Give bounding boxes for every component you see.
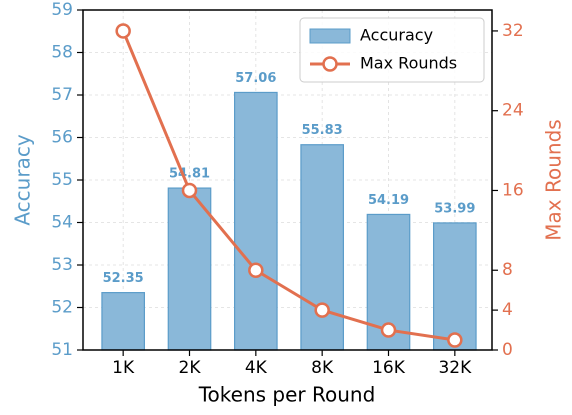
- data-label: 54.19: [368, 193, 409, 208]
- y-tick-label: 59: [51, 0, 73, 20]
- marker: [115, 23, 131, 39]
- y-tick-label: 54: [51, 213, 73, 233]
- y2-tick-label: 8: [502, 260, 513, 280]
- y2-tick-label: 32: [502, 21, 524, 41]
- legend-swatch: [309, 28, 351, 44]
- marker: [380, 322, 397, 338]
- x-tick-label: 16K: [372, 358, 406, 378]
- line: [121, 30, 456, 342]
- marker: [314, 302, 330, 318]
- bar: [433, 222, 477, 351]
- y-axis-label: Accuracy: [11, 134, 35, 225]
- x-tick-label: 1K: [112, 358, 135, 378]
- data-label: 52.35: [103, 271, 144, 286]
- y-tick-label: 57: [51, 85, 73, 105]
- x-tick-label: 4K: [245, 358, 268, 378]
- x-axis-label: Tokens per Round: [198, 383, 376, 407]
- y2-axis-label: Max Rounds: [542, 119, 566, 240]
- x-tick-label: 2K: [179, 358, 202, 378]
- legend-marker: [322, 56, 338, 72]
- data-label: 54.81: [169, 167, 210, 182]
- y-tick-label: 56: [51, 128, 73, 148]
- bar: [101, 292, 145, 351]
- data-label: 57.06: [235, 71, 276, 86]
- bar: [300, 144, 344, 351]
- bar: [167, 187, 212, 351]
- data-label: 53.99: [434, 201, 475, 216]
- legend-label: Max Rounds: [360, 54, 457, 73]
- data-label: 55.83: [302, 123, 343, 138]
- y2-tick-label: 0: [502, 340, 513, 360]
- y-tick-label: 52: [51, 298, 73, 318]
- marker: [181, 182, 198, 199]
- x-tick-label: 32K: [438, 358, 472, 378]
- bar: [234, 91, 278, 351]
- legend-label: Accuracy: [360, 26, 433, 45]
- y2-tick-label: 4: [502, 300, 513, 320]
- y-tick-label: 51: [51, 340, 73, 360]
- y2-tick-label: 24: [502, 101, 524, 121]
- marker: [248, 262, 264, 278]
- y-tick-label: 53: [51, 255, 73, 275]
- marker: [447, 332, 463, 348]
- plot-frame: [82, 9, 493, 351]
- y2-tick-label: 16: [502, 180, 524, 200]
- y-tick-label: 58: [51, 43, 73, 63]
- y-tick-label: 55: [51, 170, 73, 190]
- x-tick-label: 8K: [311, 358, 334, 378]
